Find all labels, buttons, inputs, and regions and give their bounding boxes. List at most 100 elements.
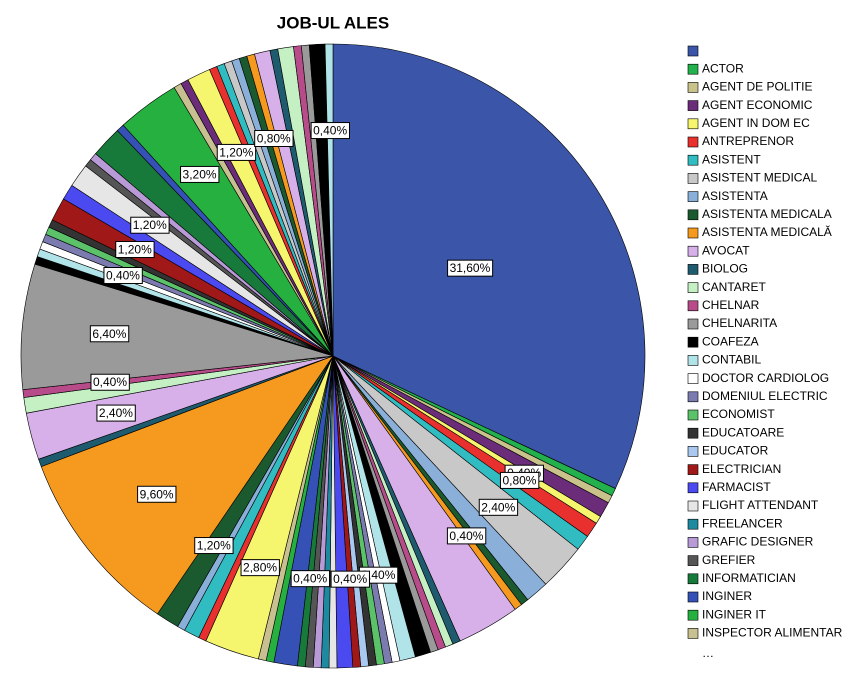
value-label: 1,20% <box>197 539 231 553</box>
value-label-box <box>89 325 130 343</box>
value-label-box <box>310 122 350 140</box>
legend-label: CHELNARITA <box>702 316 777 330</box>
value-label-box <box>216 143 257 161</box>
legend-label: GRAFIC DESIGNER <box>702 535 814 549</box>
legend-label: ACTOR <box>702 61 744 75</box>
legend-label: AGENT IN DOM EC <box>702 116 810 130</box>
value-label-box <box>290 570 331 588</box>
value-label: 31,60% <box>450 261 491 275</box>
legend-label: FLIGHT ATTENDANT <box>702 498 819 512</box>
value-label: 2,80% <box>243 561 277 575</box>
legend-swatch <box>687 336 699 348</box>
legend-swatch <box>687 300 699 312</box>
value-label-box <box>447 259 494 277</box>
legend-swatch <box>687 500 699 512</box>
legend-swatch <box>687 518 699 530</box>
value-label-box <box>499 471 540 489</box>
legend-swatch <box>687 482 699 494</box>
legend-swatch <box>687 573 699 585</box>
legend-label: ASISTENT <box>702 152 761 166</box>
legend-label: ANTREPRENOR <box>702 134 794 148</box>
value-label-box <box>115 241 155 259</box>
legend-label: INGINER IT <box>702 607 767 621</box>
value-label: 0,40% <box>93 375 127 389</box>
legend-swatch <box>687 282 699 293</box>
legend-swatch <box>687 154 699 166</box>
legend-swatch <box>687 264 699 275</box>
legend-label: ASISTENTA <box>702 189 768 203</box>
legend-swatch <box>687 427 699 439</box>
value-label: 9,60% <box>140 487 174 501</box>
legend-swatch <box>687 45 699 57</box>
legend-swatch <box>687 63 699 75</box>
value-label: 0,40% <box>293 572 327 586</box>
legend-swatch <box>687 391 699 403</box>
value-label-box <box>180 165 220 183</box>
legend-label: AGENT ECONOMIC <box>702 98 813 112</box>
value-label: 0,40% <box>361 568 395 582</box>
value-label-box <box>130 216 170 234</box>
legend-label: EDUCATOR <box>702 444 769 458</box>
value-label: 0,40% <box>106 269 140 283</box>
legend-swatch <box>687 409 699 421</box>
legend-swatch <box>687 227 699 239</box>
value-label: 1,20% <box>219 145 253 159</box>
legend-swatch <box>687 609 699 621</box>
value-label-box <box>240 559 280 577</box>
legend-label: ASISTENTA MEDICALĂ <box>702 224 832 239</box>
value-label-box <box>90 373 130 391</box>
legend-swatch <box>687 591 699 603</box>
legend-label: CHELNAR <box>702 298 760 312</box>
legend-swatch <box>687 191 699 202</box>
legend-label: CANTARET <box>702 280 766 294</box>
legend-swatch <box>687 173 699 184</box>
legend-label: ELECTRICIAN <box>702 462 781 476</box>
legend-label: ASISTENT MEDICAL <box>702 171 817 185</box>
pie-slice <box>20 263 334 390</box>
legend-swatch <box>687 100 699 111</box>
value-label: 2,40% <box>481 500 515 514</box>
legend-swatch <box>687 355 699 366</box>
legend-swatch <box>687 464 699 475</box>
legend-swatch <box>687 82 699 93</box>
chart-title: JOB-UL ALES <box>277 13 389 32</box>
value-label: 0,40% <box>333 572 367 586</box>
value-label-box <box>254 129 294 147</box>
legend-label: EDUCATOARE <box>702 425 784 439</box>
legend-label: INSPECTOR ALIMENTAR <box>702 626 843 640</box>
legend-label: AVOCAT <box>702 243 750 257</box>
value-label: 3,20% <box>183 167 217 181</box>
legend-label: BIOLOG <box>702 262 748 276</box>
legend-swatch <box>687 373 699 384</box>
value-label: 0,40% <box>449 529 483 543</box>
value-label-box <box>446 527 487 545</box>
legend-more: … <box>702 646 714 660</box>
value-label-box <box>330 570 370 588</box>
legend-label: INGINER <box>702 589 752 603</box>
legend-label: GREFIER <box>702 553 756 567</box>
legend-swatch <box>687 537 699 548</box>
value-label-box <box>103 267 143 285</box>
legend-swatch <box>687 245 699 257</box>
legend-label: COAFEZA <box>702 334 759 348</box>
legend-label: INFORMATICIAN <box>702 571 796 585</box>
legend-swatch <box>687 555 699 566</box>
legend-label: CONTABIL <box>702 353 761 367</box>
value-label-box <box>478 498 519 516</box>
legend-label: ASISTENTA MEDICALA <box>702 207 832 221</box>
value-label-box <box>137 485 177 503</box>
labels: 31,60%0,40%0,80%2,40%0,40%0,40%0,40%0,40… <box>89 122 544 588</box>
legend-swatch <box>687 318 699 330</box>
value-label: 0,80% <box>257 131 291 145</box>
value-label: 1,20% <box>118 243 152 257</box>
legend: ACTOR AGENT DE POLITIE AGENT ECONOMIC AGENT… <box>687 45 843 660</box>
legend-swatch <box>687 446 699 457</box>
legend-swatch <box>687 136 699 148</box>
value-label: 2,40% <box>99 406 133 420</box>
value-label-box <box>96 404 136 422</box>
value-label: 1,20% <box>133 218 167 232</box>
legend-swatch <box>687 628 699 639</box>
legend-label: AGENT DE POLITIE <box>702 80 812 94</box>
value-label-box <box>194 537 234 555</box>
